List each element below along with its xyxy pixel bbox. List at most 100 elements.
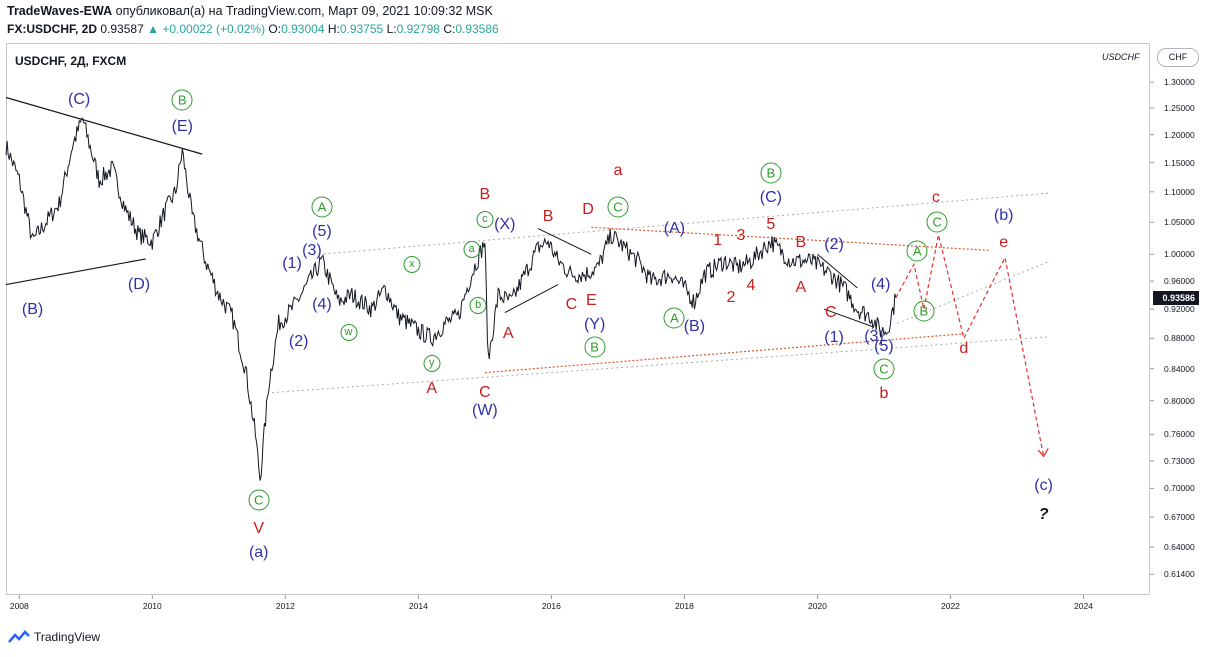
- price-tick-label: 0.70000: [1164, 483, 1195, 494]
- symbol-watermark: USDCHF: [1102, 52, 1140, 62]
- wave-label: A: [311, 196, 333, 218]
- wave-label: C: [926, 211, 948, 233]
- open-value: 0.93004: [281, 22, 325, 36]
- wave-label: (W): [471, 401, 498, 419]
- price-axis[interactable]: 1.30000 1.25000 1.20000 1.15000 1.10000 1.050…: [1150, 43, 1212, 595]
- wave-label: a: [613, 162, 623, 180]
- wave-label: d: [959, 339, 969, 357]
- wave-label-circle: C: [607, 196, 629, 218]
- price-tick-label: 1.30000: [1164, 77, 1195, 88]
- wave-label-circle: A: [906, 240, 928, 262]
- price-tick-label: 0.80000: [1164, 395, 1195, 406]
- wave-label-circle: C: [926, 211, 948, 233]
- wave-label: C: [873, 358, 895, 380]
- wave-label-circle: B: [760, 162, 782, 184]
- time-tick-label: 2012: [275, 601, 295, 611]
- wave-label: A: [906, 240, 928, 262]
- wave-label: y: [423, 354, 441, 372]
- wave-label-circle: B: [913, 300, 935, 322]
- wave-label: (1): [824, 329, 844, 347]
- time-tick-label: 2020: [807, 601, 827, 611]
- wave-label: (Y): [583, 315, 606, 333]
- price-tick-label: 0.76000: [1164, 429, 1195, 440]
- wave-label: (3): [864, 328, 884, 346]
- wave-label: (4): [312, 296, 332, 314]
- wave-label: e: [999, 233, 1009, 251]
- wave-label: 4: [746, 276, 756, 294]
- wave-label: (D): [127, 275, 151, 293]
- time-tick-label: 2022: [940, 601, 960, 611]
- wave-label: C: [248, 489, 270, 511]
- time-tick-label: 2016: [541, 601, 561, 611]
- wave-label: (C): [68, 91, 91, 109]
- wave-label-circle: b: [469, 297, 487, 315]
- wave-label: c: [476, 210, 494, 229]
- wave-label-circle: A: [663, 307, 685, 329]
- wave-label: V: [253, 519, 265, 537]
- wave-label: (a): [248, 544, 269, 562]
- wave-label: (B): [21, 301, 44, 319]
- chart-title: USDCHF, 2Д, FXCM: [15, 54, 127, 68]
- wave-label: A: [502, 325, 514, 343]
- high-label: H:: [327, 22, 340, 36]
- wave-label: B: [795, 233, 807, 251]
- low-value: 0.92798: [396, 22, 440, 36]
- price-tick-label: 1.20000: [1164, 129, 1195, 140]
- price-tick-label: 0.64000: [1164, 542, 1195, 553]
- wave-label-circle: B: [584, 336, 606, 358]
- wave-label: (5): [874, 338, 894, 356]
- tradingview-logo-icon: [8, 630, 30, 643]
- wave-label: b: [469, 296, 487, 315]
- price-tick-label: 1.00000: [1164, 249, 1195, 260]
- wave-label: A: [426, 379, 438, 397]
- author-name[interactable]: TradeWaves-EWA: [7, 4, 113, 18]
- open-label: O:: [268, 22, 282, 36]
- wave-label-circle: C: [248, 489, 270, 511]
- wave-label: C: [565, 296, 578, 314]
- price-tick-label: 1.10000: [1164, 186, 1195, 197]
- published-text: опубликовал(а) на TradingView.com, Март …: [115, 4, 493, 18]
- wave-label: ?: [1038, 506, 1049, 524]
- currency-button[interactable]: CHF: [1157, 48, 1199, 67]
- wave-label: 2: [726, 288, 736, 306]
- wave-label-circle: C: [873, 358, 895, 380]
- wave-label: (3): [302, 242, 322, 260]
- price-tick-label: 1.25000: [1164, 102, 1195, 113]
- wave-label: (C): [759, 188, 782, 206]
- wave-label: B: [542, 208, 554, 226]
- footer-brand: TradingView: [34, 630, 101, 644]
- wave-label: (5): [312, 222, 332, 240]
- price-change: +0.00022 (+0.02%): [162, 22, 266, 36]
- last-price: 0.93587: [100, 22, 144, 36]
- wave-label: B: [479, 185, 491, 203]
- wave-label: C: [607, 196, 629, 218]
- publish-info: TradeWaves-EWA опубликовал(а) на Trading…: [7, 4, 493, 18]
- wave-label: (c): [1034, 476, 1053, 494]
- wave-label: C: [479, 383, 491, 401]
- wave-label: (2): [824, 235, 844, 253]
- wave-label: (1): [282, 255, 302, 273]
- tradingview-footer[interactable]: TradingView: [8, 630, 100, 644]
- wave-label-circle: B: [171, 89, 193, 111]
- wave-label: (b): [993, 207, 1014, 225]
- time-tick-label: 2014: [408, 601, 428, 611]
- price-tick-label: 1.05000: [1164, 217, 1195, 228]
- wave-label-circle: a: [463, 241, 481, 259]
- wave-label: E: [585, 291, 597, 309]
- wave-label: (B): [683, 318, 706, 336]
- wave-label: B: [913, 300, 935, 322]
- wave-label-circle: c: [476, 211, 494, 229]
- wave-label: x: [403, 255, 421, 274]
- price-tick-label: 0.88000: [1164, 333, 1195, 344]
- price-tick-label: 0.84000: [1164, 363, 1195, 374]
- time-tick-label: 2018: [674, 601, 694, 611]
- wave-label: (X): [494, 216, 516, 234]
- wave-label: C: [824, 303, 837, 321]
- wave-label: b: [879, 385, 889, 403]
- time-tick-label: 2024: [1074, 601, 1093, 611]
- wave-label: B: [171, 89, 193, 111]
- up-arrow-icon: ▲: [147, 22, 159, 36]
- wave-label: w: [340, 323, 358, 342]
- wave-label: 3: [736, 227, 746, 245]
- price-tick-label: 1.15000: [1164, 157, 1195, 168]
